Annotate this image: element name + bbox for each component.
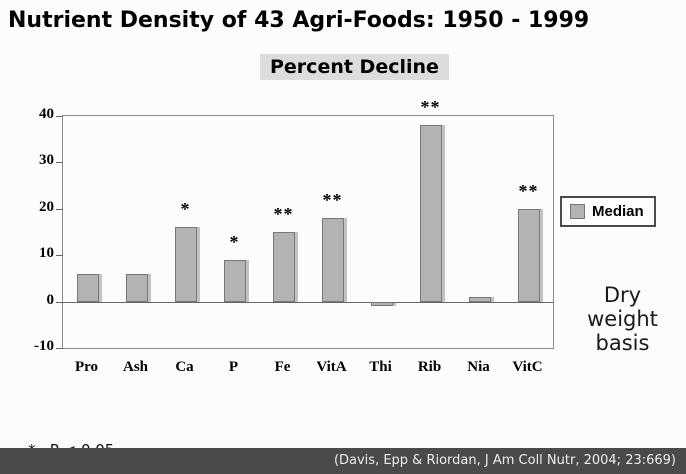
citation-text: (Davis, Epp & Riordan, J Am Coll Nutr, 2… xyxy=(333,453,676,468)
significance-marker-p: * xyxy=(229,231,240,252)
plot-area: * * ** ** ** ** xyxy=(56,98,554,349)
bar-vitc xyxy=(517,208,540,302)
bar-thi xyxy=(370,301,393,307)
x-axis-label-fe: Fe xyxy=(274,359,291,375)
page-title: Nutrient Density of 43 Agri-Foods: 1950 … xyxy=(8,8,590,33)
significance-marker-fe: ** xyxy=(273,204,294,224)
y-tick-mark xyxy=(56,348,63,349)
chart: * * ** ** ** ** -10 0 10 20 30 40 Pro Ash Ca P Fe VitA Th… xyxy=(20,98,554,390)
dry-weight-basis-note: Dry weight basis xyxy=(587,283,658,356)
zero-line xyxy=(63,301,553,303)
y-axis-tick-label: -10 xyxy=(34,338,54,354)
x-axis-label-pro: Pro xyxy=(74,359,99,375)
y-tick-mark xyxy=(56,301,63,303)
y-tick-mark xyxy=(56,255,63,257)
legend: Median xyxy=(560,196,656,227)
significance-marker-vita: ** xyxy=(322,190,343,211)
y-axis-tick-label: 40 xyxy=(39,106,54,122)
y-tick-mark xyxy=(56,208,63,210)
significance-marker-rib: ** xyxy=(420,97,441,118)
bar-p xyxy=(223,259,246,302)
y-axis-tick-label: 0 xyxy=(46,291,55,308)
y-axis-tick-label: 10 xyxy=(39,245,54,262)
bar-vita xyxy=(321,218,344,302)
bar-pro xyxy=(76,273,99,302)
legend-swatch-icon xyxy=(570,204,585,219)
bar-rib xyxy=(419,125,442,302)
bar-fe xyxy=(272,232,295,302)
significance-marker-vitc: ** xyxy=(518,180,539,201)
x-axis-label-p: P xyxy=(228,359,239,375)
bar-ash xyxy=(125,273,148,302)
y-axis-tick-label: 30 xyxy=(39,152,54,169)
chart-subtitle: Percent Decline xyxy=(260,54,449,80)
x-axis-label-rib: Rib xyxy=(417,359,442,375)
bar-nia xyxy=(468,296,491,302)
x-axis-label-nia: Nia xyxy=(467,359,490,375)
citation-bar: (Davis, Epp & Riordan, J Am Coll Nutr, 2… xyxy=(0,448,686,474)
x-axis-label-vitc: VitC xyxy=(512,359,543,375)
x-axis-label-thi: Thi xyxy=(369,359,392,375)
y-tick-mark xyxy=(56,116,63,117)
significance-marker-ca: * xyxy=(180,199,191,220)
x-axis-label-vita: VitA xyxy=(316,359,347,375)
x-axis-label-ca: Ca xyxy=(175,359,194,375)
y-tick-mark xyxy=(56,162,63,164)
legend-label: Median xyxy=(592,203,644,220)
y-axis-tick-label: 20 xyxy=(39,198,54,215)
x-axis-label-ash: Ash xyxy=(122,359,148,375)
bar-ca xyxy=(174,227,197,302)
